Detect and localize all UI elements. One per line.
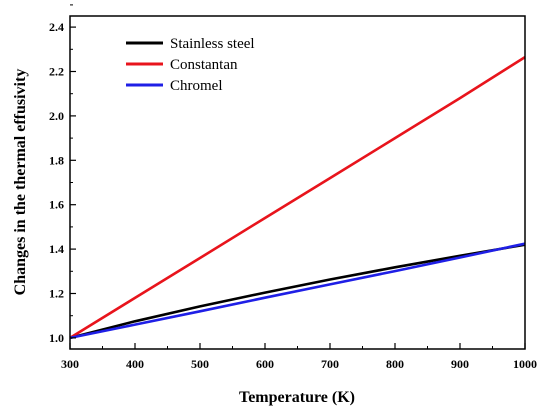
legend-label: Chromel <box>170 78 223 94</box>
x-axis-title: Temperature (K) <box>239 389 355 406</box>
y-axis: 1.0 1.2 1.4 1.6 1.8 2.0 2.2 2.4 <box>49 4 76 345</box>
y-axis-title: Changes in the thermal effusivity <box>12 69 29 296</box>
series-line-chromel <box>69 242 526 340</box>
y-tick-label: 2.4 <box>49 20 64 34</box>
y-tick-label: 1.4 <box>49 242 64 256</box>
y-tick-label: 1.8 <box>49 153 64 167</box>
y-tick-label: 1.2 <box>49 287 64 301</box>
x-tick-label: 700 <box>321 357 339 371</box>
y-tick-label: 1.0 <box>49 331 64 345</box>
series-line-stainless-steel <box>69 243 526 340</box>
y-tick-label: 2.0 <box>49 109 64 123</box>
legend: Stainless steel Constantan Chromel <box>126 36 255 94</box>
y-tick-label: 2.2 <box>49 65 64 79</box>
legend-label: Constantan <box>170 57 238 73</box>
x-tick-label: 800 <box>386 357 404 371</box>
x-tick-label: 500 <box>191 357 209 371</box>
series-layer <box>69 56 526 340</box>
legend-label: Stainless steel <box>170 36 255 52</box>
x-tick-label: 900 <box>451 357 469 371</box>
x-tick-label: 600 <box>256 357 274 371</box>
y-tick-label: 1.6 <box>49 198 64 212</box>
x-tick-label: 400 <box>126 357 144 371</box>
x-axis: 300 400 500 600 700 800 900 1000 <box>61 343 537 371</box>
series-line-constantan <box>69 56 526 340</box>
x-tick-label: 300 <box>61 357 79 371</box>
plot-frame <box>69 15 526 350</box>
x-tick-label: 1000 <box>513 357 537 371</box>
